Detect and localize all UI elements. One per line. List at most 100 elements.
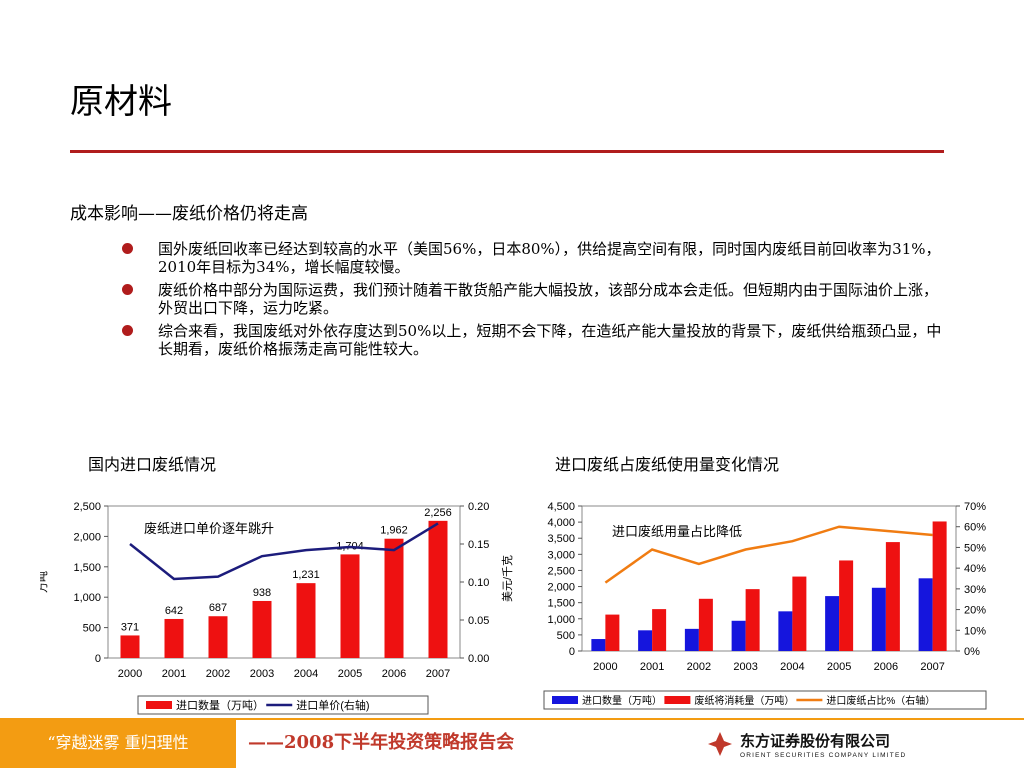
footer: “穿越迷雾 重归理性 ——2008下半年投资策略报告会 东方证券股份有限公司 O… [0, 718, 1024, 768]
bar [591, 639, 606, 651]
y-tick-label: 2,000 [73, 531, 101, 543]
chart-annotation: 进口废纸用量占比降低 [612, 524, 742, 539]
legend-entry: 进口废纸占比%（右轴） [826, 694, 935, 707]
bar [384, 538, 404, 658]
y-tick-label: 3,000 [547, 549, 575, 561]
y-tick-label: 500 [83, 623, 101, 635]
y2-tick-label: 0.10 [468, 577, 489, 589]
bullet-dot-icon [122, 284, 133, 295]
logo-name-en: ORIENT SECURITIES COMPANY LIMITED [740, 752, 906, 759]
bar [918, 578, 933, 651]
series-line [604, 525, 933, 584]
orient-logo-icon: 东方证券股份有限公司 ORIENT SECURITIES COMPANY LIM… [708, 732, 906, 759]
x-tick-label: 2002 [206, 668, 230, 680]
y2-tick-label: 0.05 [468, 615, 489, 627]
data-label: 642 [165, 605, 183, 617]
legend-swatch [146, 701, 172, 709]
bar [731, 620, 746, 651]
data-label: 687 [209, 602, 227, 614]
y2-tick-label: 0.15 [468, 539, 489, 551]
legend-entry: 进口数量（万吨） [176, 699, 264, 712]
data-label: 938 [253, 587, 271, 599]
y-tick-label: 0 [95, 653, 101, 665]
x-tick-label: 2000 [118, 668, 142, 680]
bar [120, 635, 140, 658]
y2-tick-label: 60% [964, 522, 986, 534]
bullet-list: 国外废纸回收率已经达到较高的水平（美国56%，日本80%），供给提高空间有限，同… [118, 240, 944, 363]
x-tick-label: 2005 [338, 668, 362, 680]
y-tick-label: 0 [569, 646, 575, 658]
y2-tick-label: 70% [964, 501, 986, 513]
chart-annotation: 废纸进口单价逐年跳升 [144, 521, 274, 536]
bar [698, 598, 713, 651]
y2-tick-label: 50% [964, 542, 986, 554]
y-axis-label: 万吨 [40, 571, 49, 593]
y-tick-label: 3,500 [547, 533, 575, 545]
bar [605, 614, 620, 651]
legend-entry: 进口数量（万吨） [582, 694, 662, 707]
chart-title-left: 国内进口废纸情况 [88, 455, 217, 474]
x-tick-label: 2001 [640, 661, 664, 673]
bullet-dot-icon [122, 243, 133, 254]
footer-slogan: “穿越迷雾 重归理性 [0, 718, 236, 768]
x-tick-label: 2001 [162, 668, 186, 680]
y2-tick-label: 40% [964, 563, 986, 575]
y2-tick-label: 0.00 [468, 653, 489, 665]
bar [252, 600, 272, 658]
bar [885, 542, 900, 651]
bar [745, 589, 760, 651]
legend-entry: 进口单价(右轴) [296, 698, 369, 712]
bar [778, 611, 793, 651]
legend-box [543, 690, 987, 710]
y-tick-label: 4,500 [547, 501, 575, 513]
import-share-chart: 0 500 1,000 1,500 2,000 2,500 3,000 3,500 4,000 4… [501, 501, 987, 710]
bar [164, 618, 184, 658]
data-label: 1,231 [292, 569, 320, 581]
data-label: 1,962 [380, 525, 408, 537]
y-tick-label: 2,500 [547, 565, 575, 577]
y2-tick-label: 30% [964, 584, 986, 596]
section-subtitle: 成本影响——废纸价格仍将走高 [70, 204, 308, 224]
logo-name-cn: 东方证券股份有限公司 [740, 732, 890, 750]
footer-event-title: ——2008下半年投资策略报告会 [248, 732, 515, 753]
series-line [129, 522, 439, 581]
x-tick-label: 2007 [426, 668, 450, 680]
y-tick-label: 1,000 [73, 592, 101, 604]
y2-tick-label: 0% [964, 646, 980, 658]
x-tick-label: 2006 [874, 661, 898, 673]
y2-tick-label: 20% [964, 605, 986, 617]
company-logo: 东方证券股份有限公司 ORIENT SECURITIES COMPANY LIM… [706, 728, 916, 760]
x-tick-label: 2002 [687, 661, 711, 673]
y2-tick-label: 0.20 [468, 501, 489, 513]
bar [871, 587, 886, 651]
x-tick-label: 2006 [382, 668, 406, 680]
legend-swatch [552, 696, 578, 704]
bar [296, 583, 316, 658]
bar [428, 520, 448, 658]
bar [839, 560, 854, 651]
x-tick-label: 2000 [593, 661, 617, 673]
page-title: 原材料 [70, 82, 172, 122]
y-tick-label: 1,500 [547, 598, 575, 610]
y-tick-label: 2,500 [73, 501, 101, 513]
bullet-item: 综合来看，我国废纸对外依存度达到50%以上，短期不会下降，在造纸产能大量投放的背… [118, 322, 944, 358]
bar [684, 628, 699, 651]
plot-frame [581, 505, 957, 652]
y-tick-label: 500 [557, 630, 575, 642]
bullet-dot-icon [122, 325, 133, 336]
x-tick-label: 2007 [920, 661, 944, 673]
y-tick-label: 4,000 [547, 517, 575, 529]
x-tick-label: 2003 [733, 661, 757, 673]
bullet-item: 废纸价格中部分为国际运费，我们预计随着干散货船产能大幅投放，该部分成本会走低。但… [118, 281, 944, 317]
bar [340, 554, 360, 658]
y-axis-label: 美元/千克 [501, 555, 514, 602]
legend-swatch [664, 696, 691, 704]
x-tick-label: 2004 [780, 661, 804, 673]
x-tick-label: 2005 [827, 661, 851, 673]
data-label: 371 [121, 621, 139, 633]
title-divider [70, 150, 944, 153]
bar [792, 576, 807, 651]
legend-entry: 废纸将消耗量（万吨） [694, 694, 794, 707]
data-label: 2,256 [424, 507, 452, 519]
x-tick-label: 2003 [250, 668, 274, 680]
